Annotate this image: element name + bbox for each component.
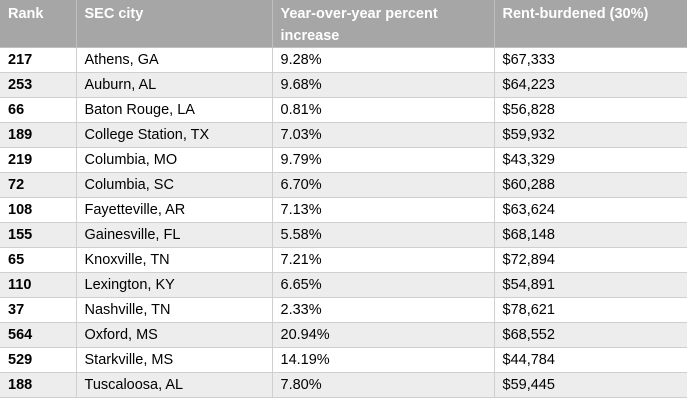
rent-burdened-cell: $68,552 xyxy=(494,322,687,348)
city-cell: Knoxville, TN xyxy=(76,247,273,273)
yoy-increase-cell: 9.79% xyxy=(272,147,495,173)
rent-burdened-cell: $56,828 xyxy=(494,97,687,123)
table-row: 188 Tuscaloosa, AL 7.80% $59,445 xyxy=(0,372,687,398)
city-cell: Baton Rouge, LA xyxy=(76,97,273,123)
rank-cell: 189 xyxy=(0,122,77,148)
rank-cell: 72 xyxy=(0,172,77,198)
rank-cell: 66 xyxy=(0,97,77,123)
city-cell: Fayetteville, AR xyxy=(76,197,273,223)
rank-cell: 65 xyxy=(0,247,77,273)
table-row: 529 Starkville, MS 14.19% $44,784 xyxy=(0,347,687,373)
yoy-increase-cell: 2.33% xyxy=(272,297,495,323)
yoy-increase-cell: 6.65% xyxy=(272,272,495,298)
yoy-increase-cell: 9.28% xyxy=(272,47,495,73)
table-row: 253 Auburn, AL 9.68% $64,223 xyxy=(0,72,687,98)
city-cell: Auburn, AL xyxy=(76,72,273,98)
city-cell: Gainesville, FL xyxy=(76,222,273,248)
table-row: 37 Nashville, TN 2.33% $78,621 xyxy=(0,297,687,323)
yoy-increase-cell: 9.68% xyxy=(272,72,495,98)
rank-cell: 108 xyxy=(0,197,77,223)
table-row: 108 Fayetteville, AR 7.13% $63,624 xyxy=(0,197,687,223)
rank-cell: 253 xyxy=(0,72,77,98)
city-cell: Nashville, TN xyxy=(76,297,273,323)
table-row: 66 Baton Rouge, LA 0.81% $56,828 xyxy=(0,97,687,123)
city-cell: Oxford, MS xyxy=(76,322,273,348)
table-row: 110 Lexington, KY 6.65% $54,891 xyxy=(0,272,687,298)
rent-burdened-cell: $78,621 xyxy=(494,297,687,323)
yoy-increase-cell: 7.13% xyxy=(272,197,495,223)
rent-table: Rank SEC city Year-over-year percent inc… xyxy=(0,0,687,398)
table-row: 217 Athens, GA 9.28% $67,333 xyxy=(0,47,687,73)
city-cell: Athens, GA xyxy=(76,47,273,73)
yoy-increase-cell: 5.58% xyxy=(272,222,495,248)
rent-burdened-cell: $72,894 xyxy=(494,247,687,273)
table-row: 155 Gainesville, FL 5.58% $68,148 xyxy=(0,222,687,248)
rank-cell: 188 xyxy=(0,372,77,398)
yoy-increase-cell: 14.19% xyxy=(272,347,495,373)
header-yoy-increase: Year-over-year percent increase xyxy=(272,0,495,48)
city-cell: Starkville, MS xyxy=(76,347,273,373)
yoy-increase-cell: 20.94% xyxy=(272,322,495,348)
header-sec-city: SEC city xyxy=(76,0,273,48)
rank-cell: 564 xyxy=(0,322,77,348)
yoy-increase-cell: 6.70% xyxy=(272,172,495,198)
city-cell: College Station, TX xyxy=(76,122,273,148)
table-row: 189 College Station, TX 7.03% $59,932 xyxy=(0,122,687,148)
rent-burdened-cell: $64,223 xyxy=(494,72,687,98)
table-header: Rank SEC city Year-over-year percent inc… xyxy=(0,0,687,48)
header-row: Rank SEC city Year-over-year percent inc… xyxy=(0,0,687,48)
table-row: 219 Columbia, MO 9.79% $43,329 xyxy=(0,147,687,173)
rent-burdened-cell: $63,624 xyxy=(494,197,687,223)
table-row: 65 Knoxville, TN 7.21% $72,894 xyxy=(0,247,687,273)
rank-cell: 219 xyxy=(0,147,77,173)
table-row: 564 Oxford, MS 20.94% $68,552 xyxy=(0,322,687,348)
rank-cell: 37 xyxy=(0,297,77,323)
rank-cell: 110 xyxy=(0,272,77,298)
yoy-increase-cell: 7.03% xyxy=(272,122,495,148)
yoy-increase-cell: 0.81% xyxy=(272,97,495,123)
rent-burdened-cell: $68,148 xyxy=(494,222,687,248)
rent-burdened-cell: $59,445 xyxy=(494,372,687,398)
rank-cell: 217 xyxy=(0,47,77,73)
rent-burdened-cell: $54,891 xyxy=(494,272,687,298)
rent-burdened-cell: $60,288 xyxy=(494,172,687,198)
yoy-increase-cell: 7.21% xyxy=(272,247,495,273)
city-cell: Tuscaloosa, AL xyxy=(76,372,273,398)
rent-burdened-cell: $43,329 xyxy=(494,147,687,173)
rank-cell: 529 xyxy=(0,347,77,373)
rent-burdened-cell: $67,333 xyxy=(494,47,687,73)
city-cell: Lexington, KY xyxy=(76,272,273,298)
rank-cell: 155 xyxy=(0,222,77,248)
table-row: 72 Columbia, SC 6.70% $60,288 xyxy=(0,172,687,198)
header-rank: Rank xyxy=(0,0,77,48)
city-cell: Columbia, MO xyxy=(76,147,273,173)
header-rent-burdened: Rent-burdened (30%) xyxy=(494,0,687,48)
rent-burdened-cell: $59,932 xyxy=(494,122,687,148)
yoy-increase-cell: 7.80% xyxy=(272,372,495,398)
city-cell: Columbia, SC xyxy=(76,172,273,198)
table-body: 217 Athens, GA 9.28% $67,333 253 Auburn, AL 9.… xyxy=(0,47,687,398)
rent-burdened-cell: $44,784 xyxy=(494,347,687,373)
